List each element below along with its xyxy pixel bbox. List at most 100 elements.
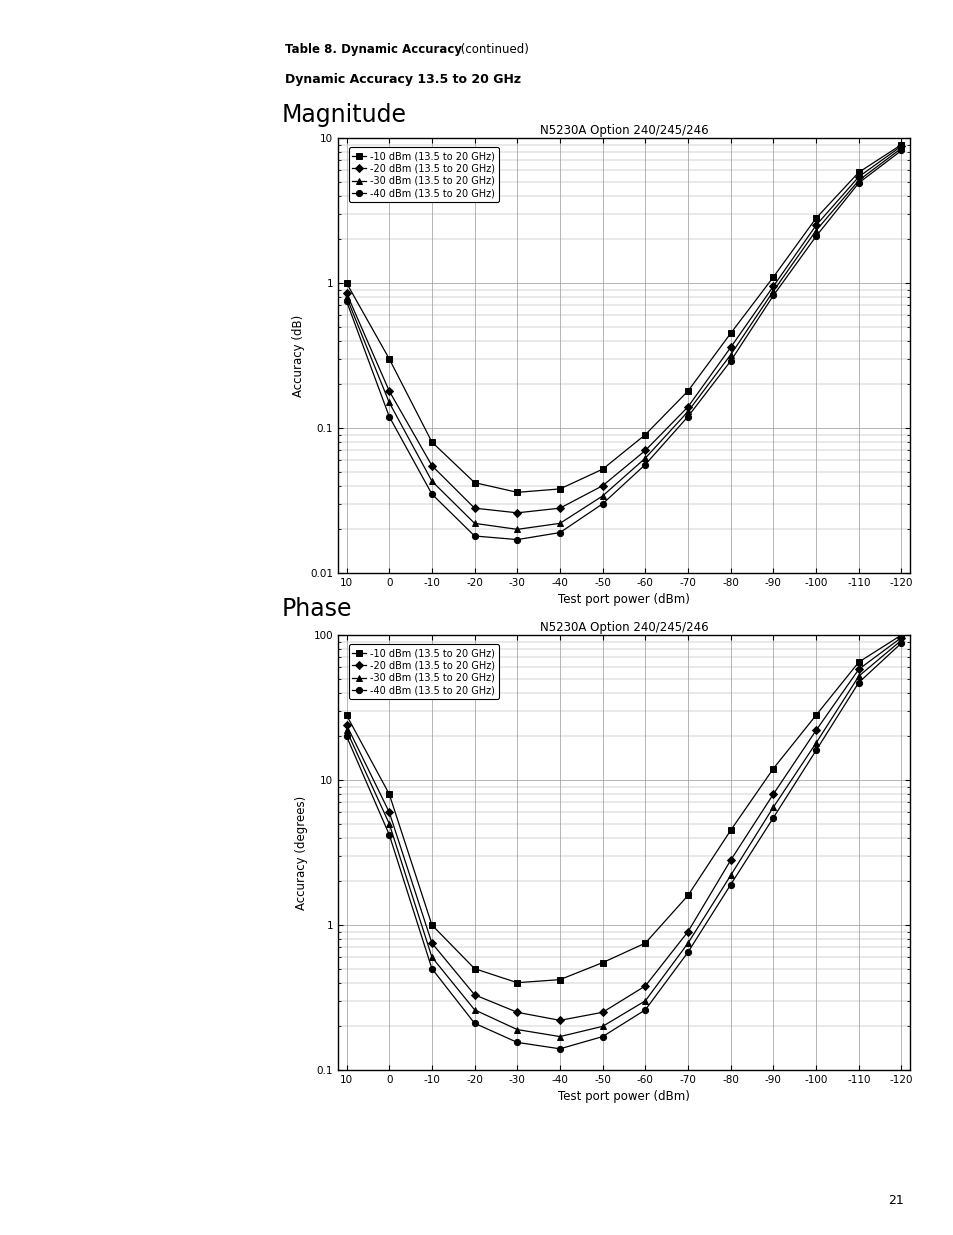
-20 dBm (13.5 to 20 GHz) (554, 1013, 565, 1028)
-30 dBm (13.5 to 20 GHz) (809, 736, 821, 751)
-30 dBm (13.5 to 20 GHz) (639, 993, 650, 1008)
-20 dBm (13.5 to 20 GHz) (468, 988, 479, 1003)
-10 dBm (13.5 to 20 GHz) (724, 823, 736, 837)
-40 dBm (13.5 to 20 GHz) (468, 1016, 479, 1031)
-10 dBm (13.5 to 20 GHz) (809, 708, 821, 722)
-20 dBm (13.5 to 20 GHz) (895, 138, 906, 153)
-30 dBm (13.5 to 20 GHz) (724, 868, 736, 883)
-10 dBm (13.5 to 20 GHz) (468, 475, 479, 490)
-40 dBm (13.5 to 20 GHz) (767, 810, 779, 825)
-40 dBm (13.5 to 20 GHz) (511, 532, 522, 547)
-20 dBm (13.5 to 20 GHz) (554, 500, 565, 515)
-20 dBm (13.5 to 20 GHz) (852, 169, 863, 184)
Line: -20 dBm (13.5 to 20 GHz): -20 dBm (13.5 to 20 GHz) (343, 635, 903, 1024)
-20 dBm (13.5 to 20 GHz) (767, 279, 779, 294)
-10 dBm (13.5 to 20 GHz) (554, 972, 565, 987)
-30 dBm (13.5 to 20 GHz) (809, 224, 821, 238)
-20 dBm (13.5 to 20 GHz) (597, 1005, 608, 1020)
-30 dBm (13.5 to 20 GHz) (767, 800, 779, 815)
-10 dBm (13.5 to 20 GHz) (895, 137, 906, 152)
-30 dBm (13.5 to 20 GHz) (767, 284, 779, 299)
-10 dBm (13.5 to 20 GHz) (767, 761, 779, 776)
-10 dBm (13.5 to 20 GHz) (468, 961, 479, 976)
-10 dBm (13.5 to 20 GHz) (554, 482, 565, 496)
-30 dBm (13.5 to 20 GHz) (554, 1029, 565, 1044)
-10 dBm (13.5 to 20 GHz) (852, 165, 863, 180)
Line: -30 dBm (13.5 to 20 GHz): -30 dBm (13.5 to 20 GHz) (343, 637, 903, 1040)
-30 dBm (13.5 to 20 GHz) (468, 1003, 479, 1018)
-10 dBm (13.5 to 20 GHz) (681, 384, 693, 399)
-40 dBm (13.5 to 20 GHz) (340, 294, 352, 309)
Text: Phase: Phase (282, 597, 352, 621)
Legend: -10 dBm (13.5 to 20 GHz), -20 dBm (13.5 to 20 GHz), -30 dBm (13.5 to 20 GHz), -4: -10 dBm (13.5 to 20 GHz), -20 dBm (13.5 … (348, 645, 498, 699)
Title: N5230A Option 240/245/246: N5230A Option 240/245/246 (539, 621, 707, 634)
-30 dBm (13.5 to 20 GHz) (724, 347, 736, 362)
-30 dBm (13.5 to 20 GHz) (852, 173, 863, 188)
-10 dBm (13.5 to 20 GHz) (383, 787, 395, 802)
-20 dBm (13.5 to 20 GHz) (383, 384, 395, 399)
-10 dBm (13.5 to 20 GHz) (597, 955, 608, 969)
-10 dBm (13.5 to 20 GHz) (340, 275, 352, 290)
-30 dBm (13.5 to 20 GHz) (597, 489, 608, 504)
-30 dBm (13.5 to 20 GHz) (597, 1019, 608, 1034)
Title: N5230A Option 240/245/246: N5230A Option 240/245/246 (539, 124, 707, 137)
-30 dBm (13.5 to 20 GHz) (681, 936, 693, 951)
-40 dBm (13.5 to 20 GHz) (681, 945, 693, 960)
-20 dBm (13.5 to 20 GHz) (809, 217, 821, 232)
-10 dBm (13.5 to 20 GHz) (767, 269, 779, 284)
-10 dBm (13.5 to 20 GHz) (340, 708, 352, 722)
-30 dBm (13.5 to 20 GHz) (426, 950, 437, 965)
-40 dBm (13.5 to 20 GHz) (639, 1003, 650, 1018)
-40 dBm (13.5 to 20 GHz) (597, 1029, 608, 1044)
X-axis label: Test port power (dBm): Test port power (dBm) (558, 593, 689, 606)
-30 dBm (13.5 to 20 GHz) (511, 1023, 522, 1037)
-30 dBm (13.5 to 20 GHz) (639, 451, 650, 466)
-20 dBm (13.5 to 20 GHz) (724, 852, 736, 867)
-10 dBm (13.5 to 20 GHz) (724, 326, 736, 341)
-20 dBm (13.5 to 20 GHz) (639, 443, 650, 458)
-30 dBm (13.5 to 20 GHz) (895, 632, 906, 647)
-20 dBm (13.5 to 20 GHz) (340, 285, 352, 300)
-20 dBm (13.5 to 20 GHz) (383, 805, 395, 820)
-20 dBm (13.5 to 20 GHz) (426, 458, 437, 473)
-40 dBm (13.5 to 20 GHz) (554, 525, 565, 540)
Y-axis label: Accuracy (dB): Accuracy (dB) (292, 315, 304, 396)
-10 dBm (13.5 to 20 GHz) (681, 888, 693, 903)
-40 dBm (13.5 to 20 GHz) (426, 961, 437, 976)
Y-axis label: Accuracy (degrees): Accuracy (degrees) (294, 795, 308, 910)
-20 dBm (13.5 to 20 GHz) (597, 478, 608, 493)
-40 dBm (13.5 to 20 GHz) (852, 175, 863, 190)
-20 dBm (13.5 to 20 GHz) (895, 630, 906, 645)
-30 dBm (13.5 to 20 GHz) (383, 816, 395, 831)
Line: -30 dBm (13.5 to 20 GHz): -30 dBm (13.5 to 20 GHz) (343, 144, 903, 532)
-40 dBm (13.5 to 20 GHz) (724, 353, 736, 368)
-40 dBm (13.5 to 20 GHz) (597, 496, 608, 511)
Line: -10 dBm (13.5 to 20 GHz): -10 dBm (13.5 to 20 GHz) (343, 142, 903, 495)
-40 dBm (13.5 to 20 GHz) (511, 1035, 522, 1050)
-20 dBm (13.5 to 20 GHz) (340, 718, 352, 732)
-30 dBm (13.5 to 20 GHz) (681, 404, 693, 419)
-20 dBm (13.5 to 20 GHz) (639, 978, 650, 993)
X-axis label: Test port power (dBm): Test port power (dBm) (558, 1091, 689, 1103)
-30 dBm (13.5 to 20 GHz) (511, 522, 522, 537)
-40 dBm (13.5 to 20 GHz) (340, 729, 352, 743)
-20 dBm (13.5 to 20 GHz) (809, 722, 821, 737)
-30 dBm (13.5 to 20 GHz) (340, 290, 352, 305)
Text: Table 8. Dynamic Accuracy: Table 8. Dynamic Accuracy (285, 43, 461, 56)
-10 dBm (13.5 to 20 GHz) (639, 427, 650, 442)
-30 dBm (13.5 to 20 GHz) (383, 395, 395, 410)
-10 dBm (13.5 to 20 GHz) (511, 976, 522, 990)
-40 dBm (13.5 to 20 GHz) (383, 409, 395, 424)
-10 dBm (13.5 to 20 GHz) (639, 936, 650, 951)
-30 dBm (13.5 to 20 GHz) (895, 141, 906, 156)
-20 dBm (13.5 to 20 GHz) (724, 340, 736, 354)
-40 dBm (13.5 to 20 GHz) (426, 487, 437, 501)
-20 dBm (13.5 to 20 GHz) (681, 399, 693, 414)
-40 dBm (13.5 to 20 GHz) (895, 636, 906, 651)
-20 dBm (13.5 to 20 GHz) (681, 924, 693, 939)
-40 dBm (13.5 to 20 GHz) (554, 1041, 565, 1056)
-10 dBm (13.5 to 20 GHz) (895, 627, 906, 642)
-40 dBm (13.5 to 20 GHz) (809, 228, 821, 243)
-40 dBm (13.5 to 20 GHz) (383, 827, 395, 842)
-10 dBm (13.5 to 20 GHz) (511, 485, 522, 500)
